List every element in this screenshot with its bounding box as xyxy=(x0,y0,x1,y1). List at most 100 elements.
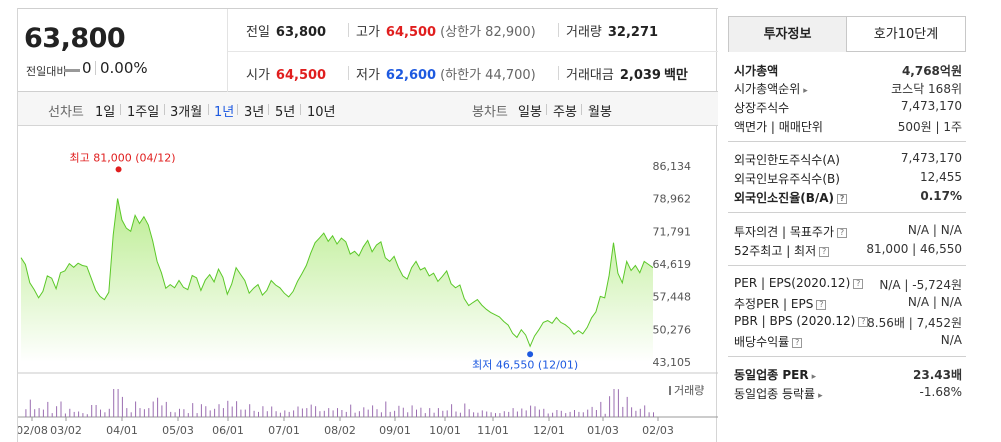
divider xyxy=(228,51,718,52)
arrow-right-icon: ▸ xyxy=(803,86,808,96)
volume-bar xyxy=(503,411,505,417)
volume-bar xyxy=(363,407,365,417)
row-industry-rate[interactable]: 동일업종 등락률 ▸ -1.68% xyxy=(734,385,962,401)
period-5y[interactable]: 5년 xyxy=(275,105,296,120)
volume-bar xyxy=(644,405,646,417)
divider xyxy=(348,66,349,80)
volume-bar xyxy=(240,409,242,417)
candle-weekly[interactable]: 주봉 xyxy=(553,105,577,120)
candle-chart-label: 봉차트 xyxy=(472,105,508,120)
help-icon[interactable]: ? xyxy=(837,227,847,238)
volume-bar xyxy=(227,400,229,417)
volume-bar xyxy=(389,411,391,417)
volume-bar xyxy=(25,409,27,417)
volume-bar xyxy=(121,396,123,417)
divider xyxy=(208,104,209,115)
high-price: 고가 64,500 (상한가 82,900) xyxy=(356,25,536,40)
y-tick-label: 64,619 xyxy=(653,258,692,271)
divider xyxy=(558,66,559,80)
period-3m[interactable]: 3개월 xyxy=(170,105,203,120)
volume-bar xyxy=(82,413,84,417)
volume-bar xyxy=(95,405,97,417)
volume-bar xyxy=(266,411,268,417)
volume-bar xyxy=(174,412,176,417)
volume-bar xyxy=(47,401,49,417)
volume-bar xyxy=(582,412,584,417)
volume-bar xyxy=(148,408,150,417)
candle-monthly[interactable]: 월봉 xyxy=(588,105,612,120)
period-1d[interactable]: 1일 xyxy=(95,105,116,120)
price-chart-svg[interactable]: 86,134 78,962 71,791 64,619 57,448 50,276 43,1… xyxy=(18,126,718,442)
row-industry-per[interactable]: 동일업종 PER ▸ 23.43배 xyxy=(734,368,962,382)
price-chart-panel: 63,800 전일대비 0 0.00% 전일 63,800 고가 64,500 (상한… xyxy=(17,8,718,442)
volume-legend: 거래량 xyxy=(674,384,704,397)
tab-investment-info[interactable]: 투자정보 xyxy=(728,16,847,52)
price-line xyxy=(20,198,654,348)
volume-bar xyxy=(86,414,88,417)
help-icon[interactable]: ? xyxy=(816,299,827,310)
volume-bar xyxy=(587,409,589,417)
change-label: 전일대비 xyxy=(26,65,67,78)
volume-bar xyxy=(424,413,426,417)
volume-bar xyxy=(130,412,132,417)
volume-bar xyxy=(398,405,400,417)
divider xyxy=(95,61,96,75)
volume-bar xyxy=(560,410,562,417)
line-chart-label: 선차트 xyxy=(48,105,84,120)
x-tick-label: 02/08 xyxy=(18,424,48,437)
volume-bar xyxy=(284,410,286,417)
volume-bar xyxy=(328,408,330,417)
divider xyxy=(728,141,966,142)
help-icon[interactable]: ? xyxy=(853,278,864,289)
volume-bar xyxy=(433,412,435,417)
volume-bar xyxy=(543,408,545,417)
x-tick-label: 08/02 xyxy=(324,424,356,437)
volume-bar xyxy=(279,412,281,417)
volume-bar xyxy=(512,408,514,417)
volume-bar xyxy=(91,405,93,417)
tab-order-book[interactable]: 호가10단계 xyxy=(847,16,966,52)
volume-bar xyxy=(648,412,650,417)
volume-bar xyxy=(385,401,387,417)
volume-bar xyxy=(341,410,343,417)
row-foreign-hold: 외국인보유주식수(B) 12,455 xyxy=(734,170,962,186)
volume-bar xyxy=(34,409,36,417)
volume-bar xyxy=(521,408,523,417)
volume-bar xyxy=(468,409,470,417)
help-icon[interactable]: ? xyxy=(792,337,803,348)
volume-bar xyxy=(310,404,312,417)
price-chart[interactable]: 86,134 78,962 71,791 64,619 57,448 50,276 43,1… xyxy=(18,126,718,442)
volume-bar xyxy=(481,410,483,417)
x-tick-label: 06/01 xyxy=(212,424,244,437)
volume-bar xyxy=(635,410,637,417)
volume-bar xyxy=(552,412,554,417)
volume-bar xyxy=(600,401,602,417)
volume-bar xyxy=(126,408,128,417)
x-tick-label: 05/03 xyxy=(162,424,194,437)
volume-bar xyxy=(29,399,31,417)
row-market-cap: 시가총액 4,768억원 xyxy=(734,64,962,78)
period-10y[interactable]: 10년 xyxy=(307,105,336,120)
row-market-cap-rank[interactable]: 시가총액순위 ▸ 코스닥 168위 xyxy=(734,82,962,96)
volume-bar xyxy=(332,410,334,417)
volume-bar xyxy=(222,408,224,417)
help-icon[interactable]: ? xyxy=(858,316,869,327)
volume-bar xyxy=(56,406,58,417)
period-1y[interactable]: 1년 xyxy=(214,105,235,120)
volume-bar xyxy=(380,412,382,417)
y-tick-label: 78,962 xyxy=(653,193,692,206)
volume-bar xyxy=(530,405,532,417)
candle-daily[interactable]: 일봉 xyxy=(518,105,542,120)
volume-bar xyxy=(499,413,501,417)
x-tick-label: 11/01 xyxy=(477,424,509,437)
row-opinion: 투자의견 | 목표주가? N/A | N/A xyxy=(734,223,962,239)
x-tick-label: 03/02 xyxy=(50,424,82,437)
low-price: 저가 62,600 (하한가 44,700) xyxy=(356,68,536,83)
volume-bar xyxy=(249,404,251,417)
help-icon[interactable]: ? xyxy=(837,193,848,204)
period-3y[interactable]: 3년 xyxy=(244,105,265,120)
volume-bar xyxy=(152,401,154,417)
help-icon[interactable]: ? xyxy=(819,246,830,257)
period-1w[interactable]: 1주일 xyxy=(127,105,160,120)
volume-bar xyxy=(437,408,439,417)
